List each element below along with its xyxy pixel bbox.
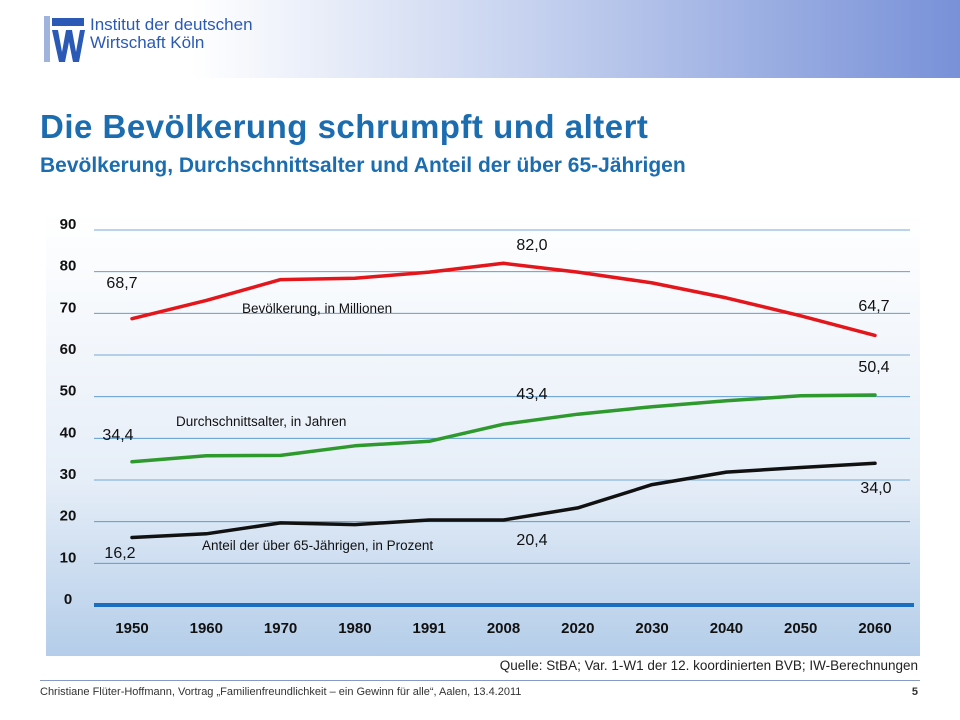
y-tick-label: 30 xyxy=(60,466,77,483)
y-tick-label: 90 xyxy=(60,216,77,233)
series-name-label: Bevölkerung, in Millionen xyxy=(242,301,392,316)
x-tick-label: 2050 xyxy=(784,620,817,637)
data-label: 82,0 xyxy=(516,237,547,254)
series-line-2 xyxy=(130,393,877,464)
header-band xyxy=(0,0,960,78)
chart-background xyxy=(46,212,920,656)
data-label: 34,4 xyxy=(102,427,133,444)
x-tick-label: 2040 xyxy=(710,620,743,637)
x-tick-label: 1980 xyxy=(338,620,371,637)
y-tick-label: 70 xyxy=(60,299,77,316)
x-tick-label: 2020 xyxy=(561,620,594,637)
iw-logo: Institut der deutschen Wirtschaft Köln xyxy=(40,12,260,68)
series-name-label: Anteil der über 65-Jährigen, in Prozent xyxy=(202,538,433,553)
data-label: 64,7 xyxy=(858,298,889,315)
data-label: 20,4 xyxy=(516,532,547,549)
logo-line-2: Wirtschaft Köln xyxy=(90,33,205,52)
x-tick-label: 2008 xyxy=(487,620,520,637)
line-chart: 0 10 20 30 40 50 60 70 80 90 1950 1960 1970 1980 1991 2… xyxy=(46,212,920,656)
y-tick-label: 40 xyxy=(60,424,77,441)
footer-divider xyxy=(40,680,920,681)
data-label: 34,0 xyxy=(860,480,891,497)
page-number: 5 xyxy=(911,686,918,698)
data-label: 16,2 xyxy=(104,545,135,562)
x-tick-label: 2030 xyxy=(635,620,668,637)
data-label: 50,4 xyxy=(858,359,889,376)
data-label: 43,4 xyxy=(516,386,547,403)
x-tick-label: 1970 xyxy=(264,620,297,637)
x-tick-label: 1991 xyxy=(413,620,446,637)
iw-logo-icon xyxy=(44,16,85,62)
y-tick-label: 20 xyxy=(60,508,77,525)
y-tick-label: 80 xyxy=(60,258,77,275)
y-tick-label: 0 xyxy=(64,591,72,608)
y-tick-label: 50 xyxy=(60,383,77,400)
x-tick-label: 1960 xyxy=(190,620,223,637)
series-line-3 xyxy=(130,461,877,540)
slide-subtitle: Bevölkerung, Durchschnittsalter und Ante… xyxy=(40,154,686,177)
series-name-label: Durchschnittsalter, in Jahren xyxy=(176,414,346,429)
logo-line-1: Institut der deutschen xyxy=(90,15,253,34)
y-tick-label: 10 xyxy=(60,549,77,566)
footer-text: Christiane Flüter-Hoffmann, Vortrag „Fam… xyxy=(40,686,522,698)
series-line-1 xyxy=(130,261,877,338)
x-tick-label: 1950 xyxy=(115,620,148,637)
source-note: Quelle: StBA; Var. 1-W1 der 12. koordini… xyxy=(499,658,918,673)
slide-title: Die Bevölkerung schrumpft und altert xyxy=(40,108,649,145)
x-tick-label: 2060 xyxy=(858,620,891,637)
y-tick-label: 60 xyxy=(60,341,77,358)
data-label: 68,7 xyxy=(106,275,137,292)
